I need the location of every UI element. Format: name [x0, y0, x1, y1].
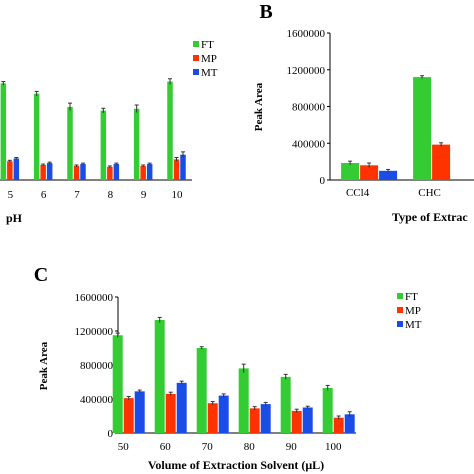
y-tick-label: 800000	[292, 102, 326, 114]
bar-FT-9	[133, 108, 140, 180]
bar-MP-80	[249, 408, 260, 433]
x-tick-label: 80	[244, 441, 256, 453]
x-tick-label: CHC	[418, 187, 441, 199]
legend-label-FT: FT	[405, 291, 418, 303]
y-axis-label: Peak Area	[38, 341, 50, 390]
y-tick-label: 400000	[292, 138, 326, 150]
y-tick-label: 1600000	[75, 292, 114, 304]
bar-FT-70	[196, 348, 207, 433]
legend-label-MP: MP	[201, 53, 217, 65]
y-tick-label: 400000	[80, 394, 114, 406]
bar-MT-80	[260, 404, 271, 433]
bar-MT-100	[344, 414, 355, 433]
bar-MP-9	[140, 165, 146, 180]
bar-MT-9	[146, 164, 153, 180]
bar-MT-5	[13, 158, 20, 180]
bar-FT-7	[67, 106, 73, 180]
x-tick-label: 100	[325, 441, 342, 453]
x-tick-label: 70	[202, 441, 214, 453]
panel-b-chart: 0 400000 800000 1200000 1600000 CCl4 CHC Type o…	[253, 1, 474, 224]
bar-MT-7	[80, 164, 86, 180]
legend-swatch-MT	[193, 69, 199, 75]
panel-a-chart: 5 6 7 8 9 10 pH FT MP MT	[0, 39, 218, 225]
bar-MP-70	[207, 403, 218, 433]
panel-c-chart: 0 400000 800000 1200000 1600000 50 60 70 80 90 100…	[34, 264, 422, 472]
bar-MT-90	[302, 407, 313, 433]
bar-FT-8	[100, 110, 107, 180]
bar-FT-50	[112, 335, 123, 433]
legend-label-MT: MT	[405, 319, 422, 331]
panel-letter: C	[34, 264, 48, 286]
x-tick-label: 7	[74, 189, 80, 201]
bar-MT-70	[218, 395, 229, 433]
y-tick-label: 0	[320, 175, 326, 187]
bar-MP-10	[173, 159, 180, 180]
bar-FT-100	[322, 387, 333, 433]
y-axis-label: Peak Area	[253, 82, 265, 131]
bar-MP-5	[7, 161, 13, 180]
bar-MP-90	[291, 410, 302, 433]
bar-FT-80	[238, 368, 249, 433]
bar-FT-90	[280, 376, 291, 433]
legend-swatch-MT	[397, 321, 403, 327]
bar-MT-50	[134, 391, 145, 433]
bar-FT-10	[167, 81, 173, 180]
bar-FT-CHC	[413, 77, 432, 180]
x-tick-label: 5	[8, 189, 14, 201]
legend-label-MT: MT	[201, 67, 218, 79]
y-tick-label: 1200000	[75, 326, 114, 338]
bar-MT-10	[180, 154, 186, 180]
bar-MP-CCl4	[360, 165, 379, 180]
bar-MP-CHC	[432, 144, 451, 180]
bar-FT-CCl4	[341, 163, 360, 180]
bar-MP-60	[165, 393, 176, 433]
bar-FT-6	[33, 93, 40, 180]
x-tick-label: 10	[172, 189, 184, 201]
y-tick-label: 0	[108, 428, 114, 440]
panel-letter: B	[259, 1, 272, 23]
y-tick-label: 800000	[80, 360, 114, 372]
legend-swatch-MP	[193, 55, 199, 61]
bar-MP-6	[40, 165, 46, 180]
x-tick-label: 9	[141, 189, 147, 201]
bar-MP-100	[333, 417, 344, 433]
bar-MT-60	[176, 382, 187, 433]
bar-FT-5	[0, 83, 7, 180]
legend-label-FT: FT	[201, 39, 214, 51]
bar-MP-7	[73, 165, 80, 180]
x-tick-label: 6	[41, 189, 47, 201]
x-axis-label: Type of Extrac	[392, 210, 468, 224]
x-tick-label: CCl4	[346, 187, 370, 199]
bar-MP-50	[123, 398, 134, 433]
bar-MP-8	[107, 166, 113, 180]
x-tick-label: 90	[286, 441, 298, 453]
legend-label-MP: MP	[405, 305, 421, 317]
x-axis-label: Volume of Extraction Solvent (μL)	[148, 458, 324, 472]
bar-FT-60	[154, 319, 165, 433]
x-tick-label: 50	[118, 441, 130, 453]
bar-MT-6	[46, 163, 53, 180]
legend-swatch-FT	[193, 41, 199, 47]
x-tick-label: 60	[160, 441, 172, 453]
x-axis-label: pH	[6, 211, 23, 225]
y-tick-label: 1200000	[287, 65, 326, 77]
x-tick-label: 8	[108, 189, 114, 201]
legend-swatch-MP	[397, 307, 403, 313]
bar-MT-CCl4	[379, 170, 398, 180]
y-tick-label: 1600000	[287, 28, 326, 40]
bar-MT-8	[113, 164, 120, 180]
legend-swatch-FT	[397, 293, 403, 299]
